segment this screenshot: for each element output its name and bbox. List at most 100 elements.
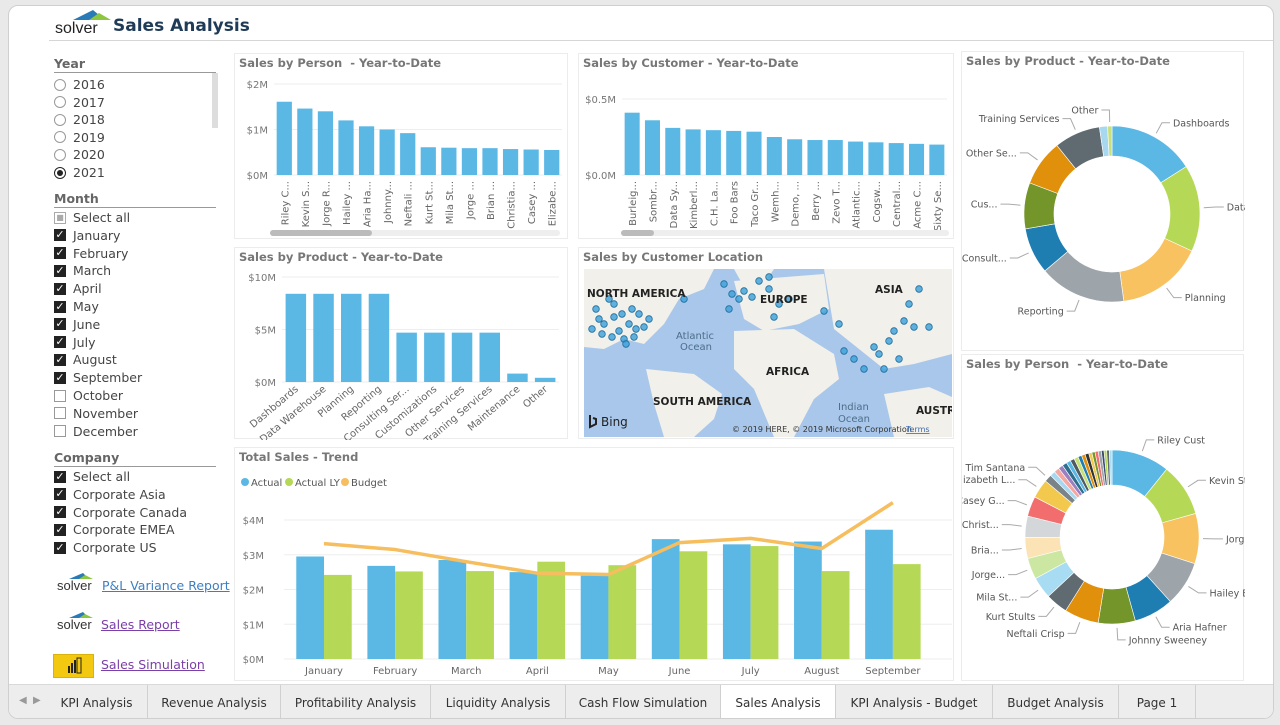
leader-line <box>1019 152 1038 161</box>
logo-text: solver <box>57 578 92 593</box>
panel-title: Total Sales - Trend <box>239 450 359 464</box>
tab-sales-analysis[interactable]: Sales Analysis <box>721 685 836 718</box>
tab-liquidity-analysis[interactable]: Liquidity Analysis <box>431 685 566 718</box>
checkbox-checked[interactable]: ✓ <box>54 317 66 331</box>
filter-option-company[interactable]: ✓ Corporate EMEA <box>54 521 175 538</box>
filter-option-month[interactable]: ✓ March <box>54 262 111 279</box>
filter-option-month[interactable]: ✓ April <box>54 280 102 297</box>
tab-kpi-analysis-budget[interactable]: KPI Analysis - Budget <box>836 685 993 718</box>
horizontal-scrollbar[interactable] <box>270 230 560 236</box>
link-p-l-variance-report[interactable]: P&L Variance Report <box>102 578 230 593</box>
leader-line <box>1067 621 1081 634</box>
bar <box>685 129 701 175</box>
bar-actual-ly <box>679 551 708 659</box>
year-list-scrollbar[interactable] <box>212 73 218 128</box>
leader-line <box>1000 203 1021 206</box>
report-window: solver Sales Analysis Year 2016 2017 2018 20… <box>8 5 1274 719</box>
page-tabs-bar: ◀ ▶ KPI Analysis Revenue Analysis Profitab… <box>9 684 1273 718</box>
radio-button[interactable] <box>54 96 66 109</box>
x-tick-label: Jorge R... <box>321 181 332 227</box>
radio-button[interactable] <box>54 131 66 144</box>
filter-option-month[interactable]: ✓ January <box>54 227 120 244</box>
horizontal-scrollbar[interactable] <box>621 230 949 236</box>
checkbox-checked[interactable]: ✓ <box>54 281 66 295</box>
checkbox[interactable] <box>54 407 66 420</box>
filter-option-month[interactable]: ✓ June <box>54 316 100 333</box>
filter-option-year[interactable]: 2020 <box>54 146 105 163</box>
location-marker <box>890 327 898 335</box>
checkbox-checked[interactable]: ✓ <box>54 299 66 313</box>
leader-line <box>1155 122 1170 134</box>
checkbox-checked[interactable]: ✓ <box>54 335 66 349</box>
donut-label: Other <box>1071 106 1098 117</box>
x-tick-label: Atlantic... <box>852 181 863 229</box>
checkbox[interactable]: ■ <box>54 211 66 224</box>
tab-next-button[interactable]: ▶ <box>33 695 41 706</box>
scrollbar-thumb[interactable] <box>270 230 372 236</box>
filter-option-year[interactable]: 2018 <box>54 111 105 128</box>
checkbox[interactable] <box>54 389 66 402</box>
y-tick-label: $0M <box>255 378 276 389</box>
customer-location-map[interactable]: NORTH AMERICA EUROPEASIAAtlanticOceanAFRI… <box>584 269 952 437</box>
tab-page-1[interactable]: Page 1 <box>1119 685 1196 718</box>
tab-prev-button[interactable]: ◀ <box>19 695 27 706</box>
filter-option-month[interactable]: ✓ September <box>54 369 142 386</box>
checkbox-checked[interactable]: ✓ <box>54 487 66 501</box>
filter-option-month[interactable]: ✓ July <box>54 334 95 351</box>
map-label: NORTH AMERICA <box>587 288 686 300</box>
location-marker <box>680 295 688 303</box>
checkbox-checked[interactable]: ✓ <box>54 370 66 384</box>
map-label: EUROPE <box>760 294 808 306</box>
location-marker <box>835 320 843 328</box>
link-sales-report[interactable]: Sales Report <box>101 617 180 632</box>
filter-option-label: 2021 <box>73 165 105 180</box>
tab-revenue-analysis[interactable]: Revenue Analysis <box>148 685 281 718</box>
filter-option-month[interactable]: December <box>54 423 138 440</box>
checkbox-checked[interactable]: ✓ <box>54 522 66 536</box>
checkbox-checked[interactable]: ✓ <box>54 505 66 519</box>
filter-option-month[interactable]: October <box>54 387 123 404</box>
filter-option-company[interactable]: ✓ Corporate Canada <box>54 504 187 521</box>
checkbox[interactable] <box>54 425 66 438</box>
filter-option-year[interactable]: 2017 <box>54 94 105 111</box>
checkbox-checked[interactable]: ✓ <box>54 246 66 260</box>
filter-option-month[interactable]: November <box>54 405 138 422</box>
filter-option-year[interactable]: 2021 <box>54 164 105 181</box>
radio-button[interactable] <box>54 148 66 161</box>
checkbox-checked[interactable]: ✓ <box>54 263 66 277</box>
location-marker <box>765 285 773 293</box>
filter-option-month[interactable]: ✓ August <box>54 351 117 368</box>
location-marker <box>720 280 728 288</box>
y-tick-label: $3M <box>243 551 264 562</box>
link-sales-simulation[interactable]: Sales Simulation <box>101 657 205 672</box>
donut-label: Consult... <box>962 254 1007 265</box>
filter-option-company[interactable]: ✓ Corporate US <box>54 539 157 556</box>
scrollbar-thumb[interactable] <box>621 230 654 236</box>
radio-button[interactable] <box>54 113 66 126</box>
map-terms-link[interactable]: Terms <box>905 425 930 434</box>
filter-option-year[interactable]: 2019 <box>54 129 105 146</box>
checkbox-checked[interactable]: ✓ <box>54 228 66 242</box>
bar <box>276 101 292 175</box>
filter-option-month[interactable]: ■ Select all <box>54 209 130 226</box>
filter-option-month[interactable]: ✓ February <box>54 245 128 262</box>
tab-cash-flow-simulation[interactable]: Cash Flow Simulation <box>566 685 721 718</box>
radio-button[interactable] <box>54 78 66 91</box>
filter-option-company[interactable]: ✓ Select all <box>54 468 130 485</box>
filter-option-label: Select all <box>73 469 131 484</box>
x-tick-label: Foo Bars <box>730 181 741 224</box>
x-tick-label: C.H. La... <box>709 181 720 226</box>
tab-profitability-analysis[interactable]: Profitability Analysis <box>281 685 431 718</box>
tab-kpi-analysis[interactable]: KPI Analysis <box>46 685 148 718</box>
radio-button[interactable] <box>54 166 66 179</box>
filter-option-month[interactable]: ✓ May <box>54 298 99 315</box>
checkbox-checked[interactable]: ✓ <box>54 352 66 366</box>
tab-budget-analysis[interactable]: Budget Analysis <box>993 685 1119 718</box>
bar-actual-ly <box>537 561 566 659</box>
checkbox-checked[interactable]: ✓ <box>54 540 66 554</box>
checkbox-checked[interactable]: ✓ <box>54 469 66 483</box>
x-tick-label: June <box>668 666 691 677</box>
filter-option-company[interactable]: ✓ Corporate Asia <box>54 486 166 503</box>
filter-option-year[interactable]: 2016 <box>54 76 105 93</box>
x-tick-label: Demo, ... <box>791 181 802 227</box>
